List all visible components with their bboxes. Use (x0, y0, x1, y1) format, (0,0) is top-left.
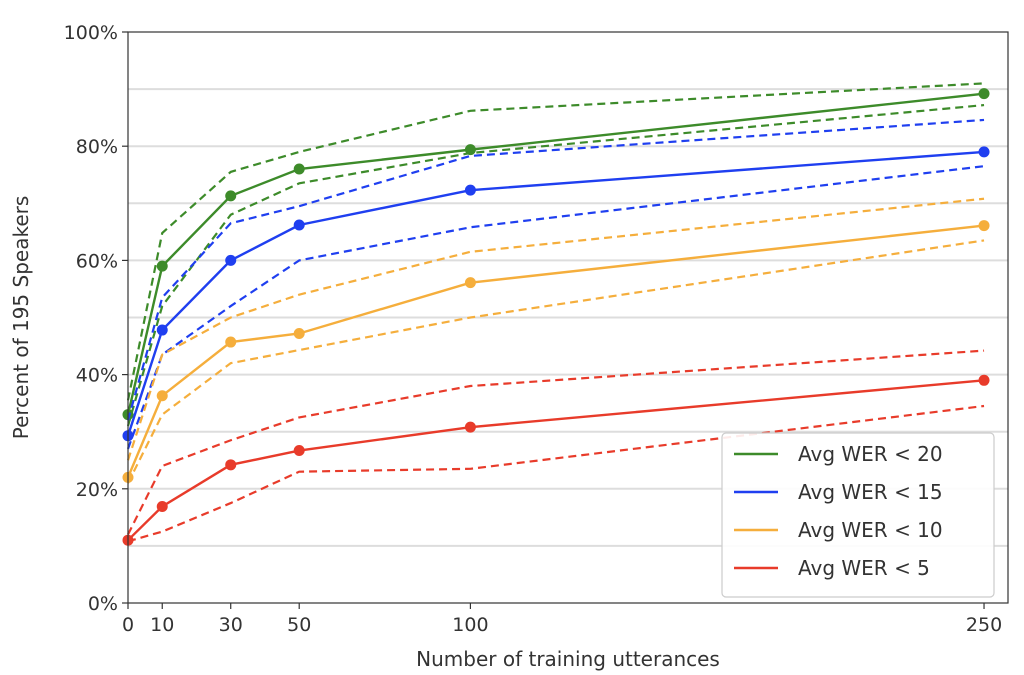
data-point (464, 421, 476, 433)
x-tick-label: 10 (150, 614, 174, 636)
data-point (293, 327, 305, 339)
data-point (978, 374, 990, 386)
y-tick-label: 80% (76, 136, 118, 158)
y-axis-title: Percent of 195 Speakers (9, 196, 33, 440)
data-point (293, 445, 305, 457)
data-point (156, 390, 168, 402)
data-point (156, 501, 168, 513)
y-tick-label: 40% (76, 365, 118, 387)
plot-frame (127, 31, 1009, 604)
data-point (464, 277, 476, 289)
data-point (156, 324, 168, 336)
series-upper-bound-line (127, 349, 985, 535)
data-point (225, 459, 237, 471)
x-tick-label: 0 (122, 614, 134, 636)
series-layer (122, 82, 990, 546)
data-point (293, 219, 305, 231)
series-line (126, 92, 985, 415)
y-tick-label: 60% (76, 250, 118, 272)
data-point (225, 336, 237, 348)
series-lower-bound-line (126, 165, 985, 450)
data-point (225, 254, 237, 266)
data-point (978, 88, 990, 100)
x-tick-label: 50 (287, 614, 311, 636)
series-line (127, 379, 985, 542)
x-tick-label: 30 (219, 614, 243, 636)
data-point (464, 184, 476, 196)
series-upper-bound-line (126, 82, 985, 401)
grid-lines (128, 88, 1008, 547)
series-1 (122, 82, 990, 427)
series-3 (122, 197, 990, 484)
data-point (978, 220, 990, 232)
legend-label: Avg WER < 10 (798, 518, 943, 542)
data-point (225, 190, 237, 202)
data-point (978, 146, 990, 158)
x-axis: 0 10 30 50 100 250 (122, 603, 1002, 636)
series-line (126, 150, 985, 437)
series-lower-bound-line (127, 404, 985, 543)
legend: Avg WER < 20 Avg WER < 15 Avg WER < 10 Avg … (721, 432, 995, 598)
series-line (126, 224, 985, 478)
x-tick-label: 250 (966, 614, 1002, 636)
series-upper-bound-line (126, 197, 985, 461)
legend-label: Avg WER < 15 (798, 480, 943, 504)
legend-label: Avg WER < 5 (798, 556, 930, 580)
y-tick-label: 20% (76, 479, 118, 501)
data-point (464, 144, 476, 156)
series-4 (122, 349, 990, 546)
x-axis-title: Number of training utterances (416, 647, 720, 671)
legend-label: Avg WER < 20 (798, 442, 943, 466)
y-tick-label: 0% (88, 593, 118, 615)
data-point (293, 163, 305, 175)
series-upper-bound-line (126, 118, 985, 421)
x-tick-label: 100 (452, 614, 488, 636)
series-lower-bound-line (126, 103, 985, 427)
y-axis: 0% 20% 40% 60% 80% 100% (64, 22, 128, 615)
y-tick-label: 100% (64, 22, 118, 44)
series-lower-bound-line (127, 239, 985, 484)
series-2 (122, 118, 990, 450)
legend-box (721, 432, 995, 598)
data-point (156, 260, 168, 272)
